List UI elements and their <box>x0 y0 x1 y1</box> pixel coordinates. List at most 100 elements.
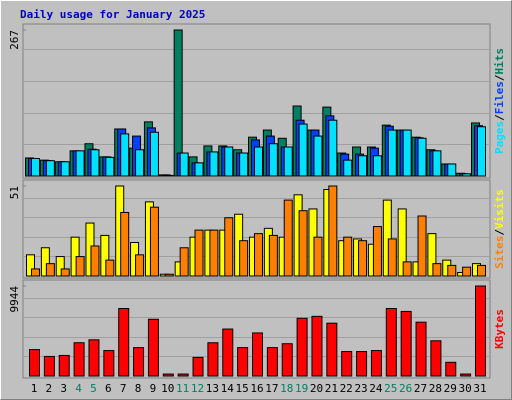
x-tick-label: 10 <box>161 382 174 395</box>
x-tick-label: 12 <box>191 382 204 395</box>
bar <box>133 347 145 377</box>
bar <box>58 354 70 377</box>
bar <box>477 126 486 177</box>
x-tick-label: 26 <box>399 382 412 395</box>
bar <box>402 129 412 177</box>
x-tick-label: 9 <box>150 382 157 395</box>
bar <box>105 156 115 177</box>
bar <box>60 268 70 277</box>
bar <box>358 240 368 277</box>
bar <box>283 199 293 277</box>
bar <box>73 342 85 377</box>
bar <box>194 162 204 177</box>
y-tick-label: 267 <box>8 30 21 50</box>
legend-entry: Sites <box>493 236 506 269</box>
bar <box>447 163 457 177</box>
bar <box>358 155 368 177</box>
bar <box>237 347 249 377</box>
legend: Pages/Files/Hits <box>493 48 506 154</box>
bar <box>326 322 338 377</box>
bar <box>29 349 40 377</box>
x-tick-label: 23 <box>354 382 367 395</box>
bar <box>296 317 308 377</box>
bar <box>387 129 397 177</box>
legend: KBytes <box>493 309 506 349</box>
x-tick-label: 31 <box>473 382 486 395</box>
legend-entry: Hits <box>493 48 506 75</box>
bar <box>313 135 323 177</box>
bar <box>462 173 472 177</box>
x-tick-label: 6 <box>105 382 112 395</box>
bar <box>447 264 457 277</box>
bar <box>328 185 338 277</box>
bar <box>103 350 115 377</box>
x-tick-label: 28 <box>429 382 442 395</box>
bar <box>40 247 50 277</box>
legend-entry: Pages <box>493 121 506 154</box>
bar <box>385 308 397 377</box>
x-tick-label: 15 <box>236 382 249 395</box>
x-tick-label: 18 <box>280 382 293 395</box>
bar <box>135 149 145 177</box>
bar <box>415 321 427 377</box>
x-tick-label: 1 <box>31 382 38 395</box>
bar <box>372 155 382 177</box>
bar <box>328 119 338 177</box>
bar <box>400 310 412 377</box>
bar <box>194 229 204 277</box>
bar <box>430 340 442 377</box>
bar <box>417 215 427 277</box>
bar <box>45 263 55 277</box>
bar <box>475 285 486 377</box>
x-tick-label: 11 <box>176 382 189 395</box>
bar <box>75 256 85 277</box>
bar <box>252 332 263 377</box>
x-tick-label: 21 <box>325 382 338 395</box>
bar <box>105 259 115 277</box>
legend-entry: Visits <box>493 189 506 229</box>
bar <box>341 351 353 377</box>
bar <box>343 159 353 177</box>
bar <box>120 133 130 177</box>
bar <box>239 152 249 177</box>
legend-entry: Files <box>493 81 506 114</box>
bar <box>222 328 234 377</box>
bar <box>382 199 392 277</box>
bar <box>55 256 65 277</box>
bar <box>100 234 110 277</box>
bar <box>224 217 234 277</box>
bar <box>387 238 397 277</box>
bar <box>281 343 293 377</box>
legend-separator: / <box>493 74 506 81</box>
bar <box>149 131 159 177</box>
bar <box>313 236 323 277</box>
bar <box>283 146 293 177</box>
bar <box>268 234 278 277</box>
bar <box>224 146 234 177</box>
bar <box>31 268 40 277</box>
bar <box>462 266 472 277</box>
bar <box>75 150 85 177</box>
bar <box>26 254 35 277</box>
x-tick-label: 24 <box>369 382 383 395</box>
bar <box>432 263 442 277</box>
bar <box>149 206 159 277</box>
bar <box>31 158 40 177</box>
x-tick-label: 25 <box>384 382 397 395</box>
bar <box>177 373 189 377</box>
y-tick-label: 51 <box>8 186 21 199</box>
bar <box>120 211 130 277</box>
bar <box>164 174 174 177</box>
bar <box>118 308 130 377</box>
legend-separator: / <box>493 114 506 121</box>
bar <box>266 347 278 377</box>
bar <box>90 245 100 277</box>
x-tick-label: 19 <box>295 382 308 395</box>
bar <box>209 229 219 277</box>
bar <box>298 123 308 177</box>
x-tick-label: 29 <box>444 382 457 395</box>
bar <box>427 233 437 277</box>
bar <box>207 342 219 377</box>
bar <box>135 254 145 277</box>
